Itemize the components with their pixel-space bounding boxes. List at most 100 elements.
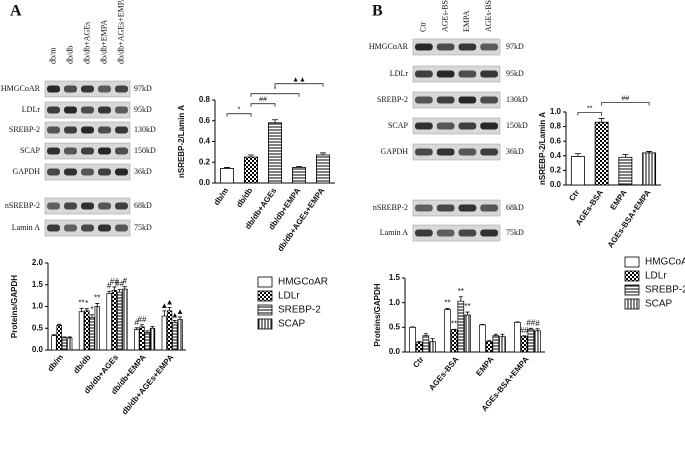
blot-band: [415, 204, 433, 212]
error-bar: [167, 306, 172, 311]
lane-label: db/db+EMPA: [99, 20, 108, 64]
bracket: [601, 102, 650, 106]
panel-letter: A: [10, 3, 22, 20]
error-bar: [423, 333, 428, 336]
blot-band: [415, 122, 433, 130]
error-bar: [139, 324, 144, 327]
bar: [594, 121, 609, 186]
bar: [106, 293, 112, 351]
significance: ▲: [171, 311, 179, 320]
legend-label: SCAP: [645, 299, 673, 310]
significance: ##: [138, 315, 147, 324]
legend-swatch: [624, 270, 640, 282]
significance: #: [135, 318, 140, 327]
blot-band: [64, 202, 77, 210]
bar: [570, 156, 585, 186]
bar: [56, 324, 62, 351]
bar: [94, 306, 100, 351]
y-tick-label: 1.0: [32, 302, 44, 311]
bar: [89, 317, 95, 351]
bar: [111, 290, 118, 351]
significance: ▲▲: [292, 77, 306, 84]
bar: [139, 326, 145, 351]
blot-band: [436, 148, 455, 156]
protein-label: SCAP: [20, 146, 41, 155]
protein-label: HMGCoAR: [1, 84, 41, 93]
error-bar: [134, 327, 139, 330]
blot-band: [436, 96, 455, 104]
kd-label: 68kD: [134, 201, 152, 210]
blot-band: [98, 85, 111, 93]
legend-swatch: [257, 318, 273, 330]
legend-swatch: [257, 304, 273, 316]
blot-band: [480, 148, 498, 156]
blot-strip: [412, 65, 501, 83]
error-bar: [112, 286, 117, 291]
legend-label: SCAP: [278, 319, 306, 330]
blot-band: [98, 126, 111, 134]
blot-band: [81, 147, 94, 155]
blot-band: [458, 122, 477, 130]
significance: *: [90, 305, 93, 314]
bar: [144, 332, 150, 351]
lane-label: EMPA: [462, 10, 471, 32]
blot-band: [115, 224, 128, 232]
y-axis-label: nSREBP-2/Lamin A: [538, 112, 547, 185]
bar: [534, 330, 541, 353]
blot-band: [64, 106, 77, 114]
blot-band: [47, 85, 60, 93]
error-bar: [107, 290, 112, 294]
bar: [291, 167, 306, 184]
blot-band: [115, 126, 128, 134]
significance: ▲: [176, 307, 184, 316]
y-tick-label: 0.0: [32, 345, 44, 354]
lane-label: AGEs-BSA: [440, 0, 449, 32]
bar: [527, 328, 535, 353]
error-bar: [178, 316, 183, 320]
y-axis-label: Proteins/GAPDH: [373, 283, 382, 346]
error-bar: [84, 308, 89, 311]
blot-band: [458, 96, 477, 104]
x-tick-label: db/db+AGEs+EMPA: [120, 353, 176, 417]
blot-band: [458, 204, 477, 212]
blot-band: [115, 106, 128, 114]
kd-label: 36kD: [506, 147, 524, 156]
x-tick-label: Ctr: [567, 188, 581, 203]
legend-swatch: [624, 284, 640, 296]
bar: [315, 154, 330, 184]
bracket: [226, 113, 252, 117]
blot-band: [415, 229, 433, 237]
bar: [492, 335, 500, 353]
error-bar: [51, 334, 56, 336]
x-tick-label: db/m: [46, 353, 65, 373]
error-bar: [90, 314, 95, 318]
significance: *: [274, 87, 277, 94]
blot-band: [458, 70, 477, 78]
legend-swatch: [624, 298, 640, 310]
lane-label: db/db+AGEs+EMPA: [116, 0, 125, 64]
legend-label: SREBP-2: [645, 285, 685, 296]
blot-strip: [412, 224, 501, 242]
error-bar: [57, 323, 62, 326]
significance: ##: [115, 280, 124, 289]
blot-band: [436, 204, 455, 212]
blot-band: [98, 168, 111, 176]
bar: [422, 335, 430, 353]
error-bar: [172, 320, 177, 323]
error-bar: [646, 151, 653, 153]
x-tick-label: db/db: [235, 186, 255, 209]
bar: [409, 326, 416, 353]
x-tick-label: db/db+AGEs+EMPA: [276, 186, 327, 253]
bar: [429, 341, 436, 353]
blot-band: [64, 224, 77, 232]
blot-band: [81, 85, 94, 93]
y-tick-label: 0.5: [389, 322, 401, 331]
blot-band: [436, 229, 455, 237]
legend-swatch: [257, 276, 273, 288]
significance: ##: [110, 277, 119, 286]
blot-band: [64, 85, 77, 93]
kd-label: 75kD: [134, 223, 152, 232]
significance: **: [464, 302, 470, 311]
y-tick-label: 0.8: [199, 95, 211, 104]
protein-label: SREBP-2: [377, 95, 408, 104]
